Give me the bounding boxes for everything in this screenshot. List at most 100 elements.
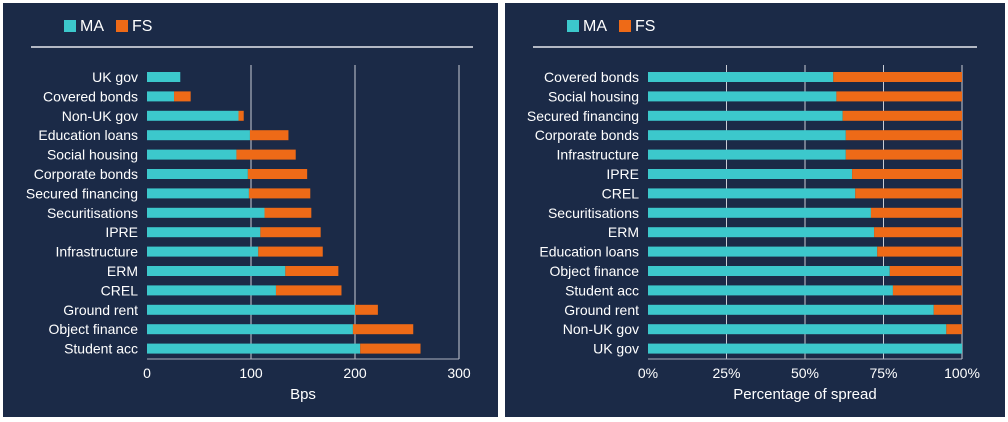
pct-category-label: UK gov	[593, 341, 639, 357]
bps-bar-ma	[147, 227, 261, 238]
bps-bar-ma	[147, 188, 249, 199]
pct-x-tick-label: 100%	[944, 365, 980, 381]
bps-category-label: Student acc	[64, 341, 138, 357]
bps-category-label: Social housing	[47, 147, 138, 163]
bps-bar-ma	[147, 130, 250, 141]
pct-bar-fs	[852, 169, 962, 179]
pct-category-label: Non-UK gov	[563, 321, 639, 337]
pct-category-label: Secured financing	[527, 108, 639, 124]
bps-bar-ma	[147, 343, 361, 354]
bps-bar-ma	[147, 169, 248, 179]
pct-category-label: ERM	[608, 224, 639, 240]
pct-bar-ma	[648, 130, 846, 141]
pct-legend-swatch-fs	[619, 20, 631, 32]
pct-category-label: Ground rent	[564, 302, 639, 318]
bps-legend: MA FS	[64, 18, 152, 35]
bps-legend-swatch-ma	[64, 20, 76, 32]
bps-category-label: Ground rent	[63, 302, 138, 318]
bps-category-label: Infrastructure	[56, 244, 139, 260]
bps-bar-fs	[264, 207, 312, 218]
bps-category-label: IPRE	[105, 224, 138, 240]
pct-legend: MA FS	[567, 18, 655, 35]
bps-bar-ma	[147, 246, 259, 257]
pct-category-label: Securitisations	[548, 205, 639, 221]
bps-bar-ma	[147, 91, 175, 102]
pct-x-tick-label: 75%	[869, 365, 897, 381]
bps-bar-fs	[238, 110, 244, 121]
bps-x-tick-label: 200	[343, 365, 367, 381]
pct-bar-fs	[833, 72, 962, 82]
bps-bar-ma	[147, 72, 181, 82]
pct-bar-ma	[648, 343, 962, 354]
pct-category-label: IPRE	[606, 166, 639, 182]
bps-bar-ma	[147, 207, 265, 218]
pct-bar-ma	[648, 304, 934, 315]
bps-bar-fs	[247, 169, 308, 179]
bps-category-label: CREL	[101, 282, 139, 298]
pct-bar-ma	[648, 246, 878, 257]
pct-bar-ma	[648, 169, 853, 179]
bps-bar-fs	[355, 304, 378, 315]
bps-x-axis-title: Bps	[290, 386, 316, 403]
pct-category-label: Infrastructure	[557, 147, 640, 163]
pct-category-label: Social housing	[548, 88, 639, 104]
bps-legend-label-fs: FS	[132, 18, 152, 35]
pct-x-tick-label: 0%	[638, 365, 658, 381]
bps-category-label: UK gov	[92, 69, 138, 85]
pct-category-label: Covered bonds	[544, 69, 639, 85]
pct-category-label: Student acc	[565, 282, 639, 298]
percentage-chart: MA FS 0% 25% 50% 75% 100% Percentage of spread C…	[527, 18, 980, 403]
pct-bar-ma	[648, 91, 837, 102]
pct-legend-label-ma: MA	[583, 18, 607, 35]
bps-x-tick-label: 300	[447, 365, 471, 381]
bps-bar-ma	[147, 149, 237, 160]
pct-bar-fs	[874, 227, 962, 238]
bps-bar-fs	[352, 324, 414, 335]
bps-category-label: ERM	[107, 263, 138, 279]
bps-bar-fs	[258, 246, 323, 257]
bps-bar-fs	[260, 227, 321, 238]
pct-bar-fs	[889, 266, 962, 276]
pct-bar-ma	[648, 207, 871, 218]
bps-x-tick-label: 100	[239, 365, 263, 381]
pct-category-label: Education loans	[539, 244, 639, 260]
pct-bar-fs	[892, 285, 962, 296]
pct-bar-fs	[836, 91, 962, 102]
pct-category-label: CREL	[602, 185, 640, 201]
bps-category-label: Secured financing	[26, 185, 138, 201]
pct-legend-label-fs: FS	[635, 18, 655, 35]
bps-bar-ma	[147, 110, 239, 121]
chart-panel-bps: MA FS 0 100 200 300 Bps UK gov Covered bonds Non-…	[3, 3, 498, 417]
bps-bar-ma	[147, 324, 353, 335]
chart-panel-percentage: MA FS 0% 25% 50% 75% 100% Percentage of spread C…	[505, 3, 1005, 417]
pct-bar-ma	[648, 72, 834, 82]
pct-bar-ma	[648, 285, 893, 296]
bps-bar-fs	[360, 343, 421, 354]
bps-bar-ma	[147, 304, 355, 315]
pct-bar-fs	[845, 130, 962, 141]
bps-bar-fs	[285, 266, 339, 276]
bps-category-label: Object finance	[49, 321, 139, 337]
bps-bar-fs	[249, 130, 289, 141]
bps-category-label: Education loans	[38, 127, 138, 143]
bps-category-label: Covered bonds	[43, 88, 138, 104]
bps-bar-fs	[275, 285, 342, 296]
bps-legend-label-ma: MA	[80, 18, 104, 35]
bps-bar-fs	[248, 188, 311, 199]
pct-category-label: Object finance	[550, 263, 640, 279]
pct-bar-ma	[648, 110, 843, 121]
bps-x-tick-label: 0	[143, 365, 151, 381]
bps-bar-fs	[236, 149, 296, 160]
pct-bar-fs	[842, 110, 962, 121]
pct-legend-swatch-ma	[567, 20, 579, 32]
pct-bar-fs	[877, 246, 962, 257]
pct-bar-ma	[648, 188, 856, 199]
pct-bar-fs	[855, 188, 962, 199]
bps-category-label: Corporate bonds	[34, 166, 138, 182]
pct-bar-ma	[648, 227, 875, 238]
pct-bar-ma	[648, 149, 846, 160]
pct-bar-ma	[648, 324, 947, 335]
pct-bar-fs	[933, 304, 962, 315]
pct-bar-ma	[648, 266, 890, 276]
pct-x-tick-label: 25%	[712, 365, 740, 381]
